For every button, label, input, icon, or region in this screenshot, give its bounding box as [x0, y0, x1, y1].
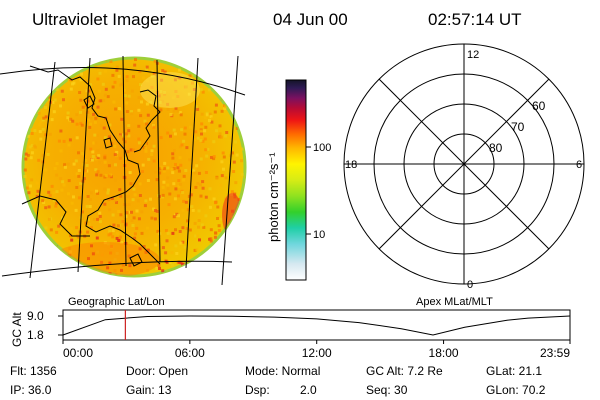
polar-mlat-mlt-plot [343, 43, 585, 285]
geographic-panel-label: Geographic Lat/Lon [68, 296, 165, 308]
apex-panel-label: Apex MLat/MLT [416, 296, 493, 308]
date-label: 04 Jun 00 [273, 10, 348, 29]
flight-number: Flt: 1356 [10, 364, 57, 378]
door-status: Door: Open [126, 364, 188, 378]
x-tick-label: 00:00 [63, 346, 93, 360]
mode-status: Mode: Normal [245, 364, 320, 378]
sequence-number: Seq: 30 [366, 383, 408, 397]
gc-alt-x-axis: 00:00 06:00 12:00 18:00 23:59 [62, 340, 571, 360]
colorbar-tick-100: 100 [313, 142, 331, 154]
ip-value: IP: 36.0 [10, 383, 52, 397]
time-label: 02:57:14 UT [428, 10, 522, 29]
x-tick-label: 23:59 [540, 346, 570, 360]
mlt-label-0: 0 [467, 279, 473, 291]
x-tick-label: 12:00 [302, 346, 332, 360]
dsp-label: Dsp: [245, 383, 270, 397]
gc-altitude-readout: GC Alt: 7.2 Re [366, 364, 443, 378]
mlat-label-70: 70 [511, 120, 525, 134]
gc-alt-plot-frame [62, 309, 571, 341]
x-tick-label: 06:00 [175, 346, 205, 360]
gc-alt-ytick-min: 1.8 [27, 328, 44, 342]
gc-alt-chart: GC Alt 9.0 1.8 00:00 06:00 12:00 18:00 23:59 [10, 309, 571, 360]
auroral-image-disk [0, 55, 247, 286]
emission-speckle [23, 58, 245, 276]
colorbar-tick-10: 10 [313, 229, 325, 241]
colorbar-gradient [285, 79, 307, 281]
mlt-label-12: 12 [467, 49, 479, 61]
gc-alt-ytick-max: 9.0 [27, 309, 44, 323]
status-readout: Flt: 1356 Door: Open Mode: Normal GC Alt… [10, 364, 546, 397]
gain-value: Gain: 13 [126, 383, 172, 397]
gc-alt-series-line [62, 315, 571, 336]
mlat-label-60: 60 [532, 99, 546, 113]
geographic-latitude: GLat: 21.1 [486, 364, 542, 378]
x-tick-label: 18:00 [429, 346, 459, 360]
mlt-label-18: 18 [345, 159, 357, 171]
dsp-value: 2.0 [300, 383, 317, 397]
mlt-label-6: 6 [576, 159, 582, 171]
coastline-outline [21, 65, 161, 267]
gc-alt-axis-label: GC Alt [10, 312, 24, 347]
colorbar: 100 10 photon cm⁻²s⁻¹ [266, 79, 331, 281]
instrument-title: Ultraviolet Imager [32, 10, 166, 29]
colorbar-unit-label: photon cm⁻²s⁻¹ [266, 152, 281, 242]
mlat-label-80: 80 [489, 141, 503, 155]
geographic-longitude: GLon: 70.2 [486, 383, 546, 397]
